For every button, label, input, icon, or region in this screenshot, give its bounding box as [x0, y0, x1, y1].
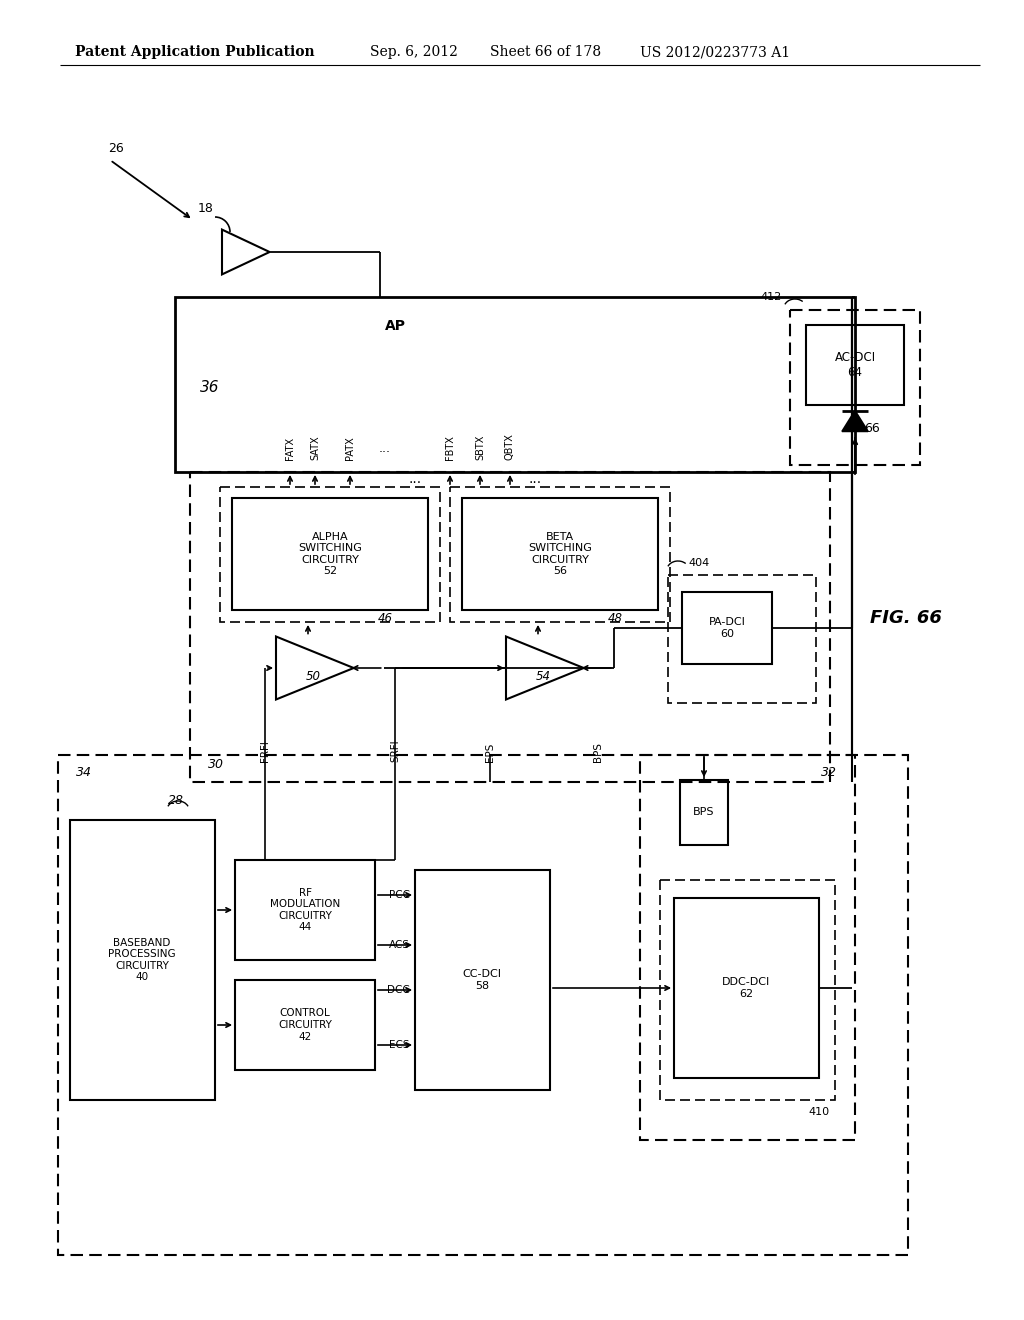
Bar	[234, 861, 375, 960]
Text: BPS: BPS	[593, 742, 603, 762]
Text: FBTX: FBTX	[445, 436, 455, 459]
Text: Sep. 6, 2012: Sep. 6, 2012	[370, 45, 458, 59]
Text: 34: 34	[76, 767, 92, 780]
Text: Patent Application Publication: Patent Application Publication	[75, 45, 314, 59]
Text: 30: 30	[208, 758, 224, 771]
Bar	[232, 498, 428, 610]
Text: BETA
SWITCHING
CIRCUITRY
56: BETA SWITCHING CIRCUITRY 56	[528, 532, 592, 577]
Text: CC-DCI
58: CC-DCI 58	[463, 969, 502, 991]
Text: 32: 32	[821, 767, 837, 780]
Text: CONTROL
CIRCUITRY
42: CONTROL CIRCUITRY 42	[279, 1008, 332, 1041]
Text: FIG. 66: FIG. 66	[870, 609, 942, 627]
Text: SRFI: SRFI	[390, 739, 400, 762]
Bar	[234, 979, 375, 1071]
Text: US 2012/0223773 A1: US 2012/0223773 A1	[640, 45, 791, 59]
Bar	[680, 780, 728, 845]
Text: EPS: EPS	[485, 743, 495, 762]
Bar	[58, 755, 908, 1255]
Text: 28: 28	[168, 793, 184, 807]
Text: QBTX: QBTX	[505, 433, 515, 459]
Bar	[175, 297, 855, 473]
Bar	[220, 487, 440, 622]
Text: 66: 66	[864, 421, 880, 434]
Text: 36: 36	[200, 380, 219, 395]
Bar	[640, 755, 855, 1140]
Text: BPS: BPS	[693, 807, 715, 817]
Text: 404: 404	[688, 558, 710, 568]
Text: ALPHA
SWITCHING
CIRCUITRY
52: ALPHA SWITCHING CIRCUITRY 52	[298, 532, 361, 577]
Bar	[70, 820, 215, 1100]
Text: FATX: FATX	[285, 437, 295, 459]
Text: DCC: DCC	[387, 985, 410, 995]
Text: PCC: PCC	[389, 890, 410, 900]
Bar	[668, 576, 816, 704]
Text: BASEBAND
PROCESSING
CIRCUITRY
40: BASEBAND PROCESSING CIRCUITRY 40	[109, 937, 176, 982]
Text: PA-DCI
60: PA-DCI 60	[709, 618, 745, 639]
Text: 412: 412	[761, 292, 782, 302]
Bar	[660, 880, 835, 1100]
Text: 48: 48	[608, 611, 623, 624]
Text: AC-DCI
64: AC-DCI 64	[835, 351, 876, 379]
Text: ACS: ACS	[389, 940, 410, 950]
Text: RF
MODULATION
CIRCUITRY
44: RF MODULATION CIRCUITRY 44	[270, 887, 340, 932]
Bar	[415, 870, 550, 1090]
Text: ...: ...	[528, 473, 542, 486]
Text: SBTX: SBTX	[475, 434, 485, 459]
Text: SATX: SATX	[310, 436, 319, 459]
Bar	[806, 325, 904, 405]
Text: PATX: PATX	[345, 436, 355, 459]
Text: ...: ...	[379, 442, 391, 455]
Text: DDC-DCI
62: DDC-DCI 62	[722, 977, 770, 999]
Bar	[790, 310, 920, 465]
Text: Sheet 66 of 178: Sheet 66 of 178	[490, 45, 601, 59]
Text: ECS: ECS	[389, 1040, 410, 1049]
Bar	[674, 898, 819, 1078]
Text: 46: 46	[378, 611, 393, 624]
Text: AP: AP	[384, 319, 406, 333]
Text: 54: 54	[536, 669, 551, 682]
Bar	[462, 498, 658, 610]
Bar	[190, 473, 830, 781]
Text: 18: 18	[198, 202, 214, 214]
Text: 410: 410	[809, 1107, 830, 1117]
Text: 26: 26	[108, 141, 124, 154]
Text: ...: ...	[409, 473, 422, 486]
Text: FRFI: FRFI	[260, 741, 270, 762]
Bar	[682, 591, 772, 664]
Polygon shape	[842, 411, 868, 432]
Text: 50: 50	[305, 669, 321, 682]
Bar	[450, 487, 670, 622]
